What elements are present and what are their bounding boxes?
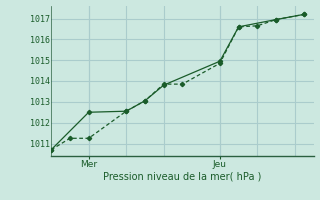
X-axis label: Pression niveau de la mer( hPa ): Pression niveau de la mer( hPa ) <box>103 172 261 182</box>
